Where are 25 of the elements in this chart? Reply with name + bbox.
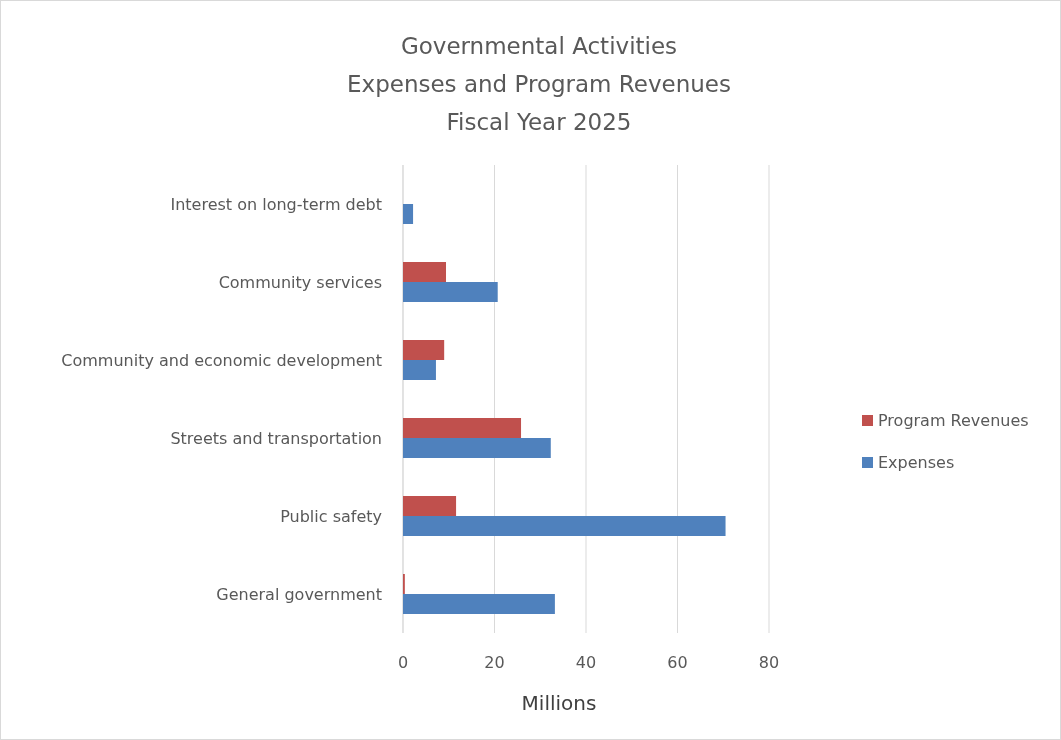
bar	[403, 262, 447, 282]
legend-label: Program Revenues	[878, 411, 1029, 430]
chart-title: Governmental Activities Expenses and Program Revenues Fiscal Year 2025	[347, 33, 731, 135]
bar	[403, 438, 551, 458]
x-axis-title: Millions	[521, 691, 597, 715]
x-tick-label: 80	[758, 653, 780, 672]
y-tick-label: Community services	[218, 273, 382, 292]
x-tick-label: 0	[397, 653, 409, 672]
legend-label: Expenses	[878, 453, 955, 472]
bar	[403, 360, 436, 380]
x-tick-label: 40	[575, 653, 597, 672]
bar	[403, 418, 522, 438]
y-tick-label: Public safety	[280, 507, 382, 526]
y-tick-label: General government	[216, 585, 382, 604]
bar	[403, 282, 498, 302]
bar	[403, 594, 555, 614]
x-tick-label: 20	[484, 653, 505, 672]
bar	[403, 340, 445, 360]
bar	[403, 516, 726, 536]
x-tick-label: 60	[667, 653, 688, 672]
y-tick-label: Streets and transportation	[170, 429, 382, 448]
bar	[403, 496, 457, 516]
bar	[403, 204, 414, 224]
y-tick-label: Interest on long-term debt	[170, 195, 382, 214]
y-tick-label: Community and economic development	[61, 351, 382, 370]
